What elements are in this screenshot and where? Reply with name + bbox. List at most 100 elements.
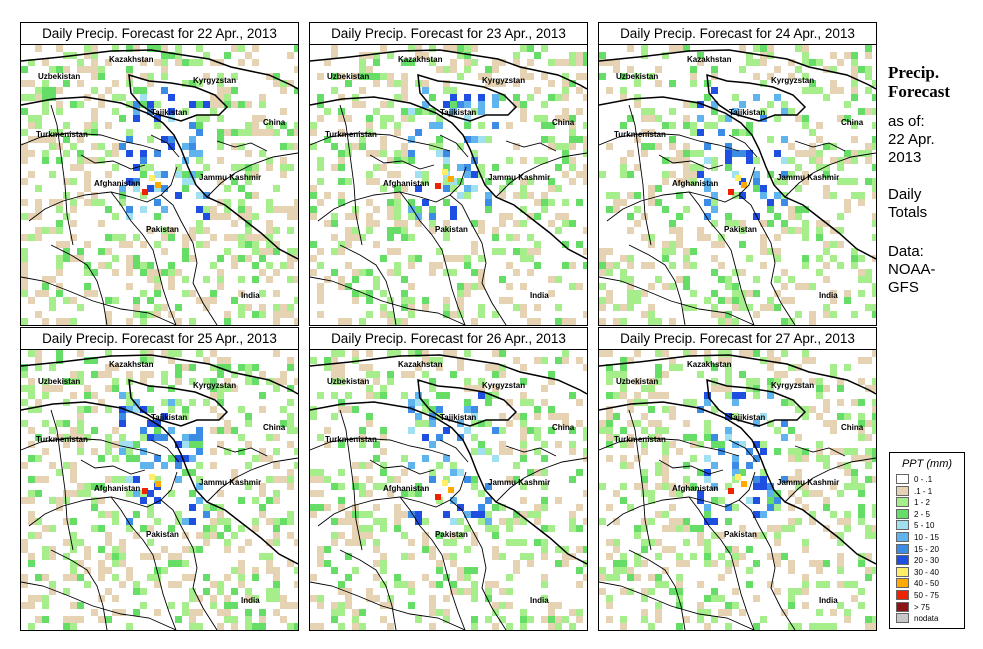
precip-cell (872, 80, 876, 87)
precip-cell (245, 483, 252, 490)
precip-cell (606, 539, 613, 546)
precip-cell (359, 532, 366, 539)
precip-cell (126, 518, 133, 525)
country-border (28, 471, 178, 527)
precip-cell (42, 378, 49, 385)
precip-cell (182, 185, 189, 192)
precip-cell (429, 546, 436, 553)
precip-cell (189, 609, 196, 616)
precip-cell (606, 392, 613, 399)
precip-cell (830, 609, 837, 616)
precip-cell (655, 616, 662, 623)
precip-cell (872, 283, 876, 290)
precip-cell (443, 539, 450, 546)
precip-cell (655, 469, 662, 476)
precip-cell (718, 234, 725, 241)
precip-cell (259, 511, 266, 518)
precip-cell (690, 525, 697, 532)
precip-cell (310, 469, 317, 476)
precip-cell (91, 129, 98, 136)
precip-cell (217, 441, 224, 448)
precip-cell (98, 73, 105, 80)
precip-cell (331, 87, 338, 94)
precip-cell (119, 406, 126, 413)
precip-cell (711, 385, 718, 392)
precip-cell (147, 385, 154, 392)
precip-cell (352, 539, 359, 546)
precip-cell (317, 178, 324, 185)
precip-cell (478, 73, 485, 80)
precip-cell (583, 518, 587, 525)
precip-cell (422, 574, 429, 581)
precip-cell (119, 115, 126, 122)
precip-cell (555, 94, 562, 101)
precip-cell (648, 623, 655, 630)
precip-cell (704, 213, 711, 220)
precip-cell (266, 220, 273, 227)
precip-cell (266, 241, 273, 248)
precip-cell (739, 392, 746, 399)
precip-cell (690, 164, 697, 171)
precip-cell (273, 241, 280, 248)
precip-cell (70, 532, 77, 539)
precip-cell (63, 553, 70, 560)
precip-cell (858, 399, 865, 406)
precip-cell (669, 504, 676, 511)
precip-cell (408, 59, 415, 66)
precip-cell (492, 101, 499, 108)
map-label-jammu-kashmir: Jammu Kashmir (199, 173, 261, 182)
precip-cell (872, 448, 876, 455)
precip-cell (583, 52, 587, 59)
precip-cell (273, 539, 280, 546)
precip-cell (781, 399, 788, 406)
precip-cell (224, 87, 231, 94)
precip-cell (77, 427, 84, 434)
precip-cell (830, 290, 837, 297)
precip-cell (161, 350, 168, 357)
precip-cell (105, 150, 112, 157)
precip-cell (576, 609, 583, 616)
precip-cell (210, 234, 217, 241)
precip-cell (133, 108, 140, 115)
precip-cell (704, 143, 711, 150)
precip-cell (478, 490, 485, 497)
precip-cell (634, 399, 641, 406)
precip-cell (338, 399, 345, 406)
precip-cell (408, 427, 415, 434)
precip-cell (676, 213, 683, 220)
precip-cell (112, 255, 119, 262)
precip-cell (548, 220, 555, 227)
precip-cell (422, 532, 429, 539)
precip-cell (310, 241, 317, 248)
precip-cell (147, 276, 154, 283)
precip-cell (718, 115, 725, 122)
precip-cell (119, 560, 126, 567)
precip-cell (168, 262, 175, 269)
country-border (599, 49, 876, 90)
precip-cell (77, 164, 84, 171)
precip-cell (506, 262, 513, 269)
precip-cell (520, 108, 527, 115)
precip-cell (259, 371, 266, 378)
precip-cell (401, 220, 408, 227)
precip-cell (844, 581, 851, 588)
precip-cell (774, 115, 781, 122)
precip-cell (252, 497, 259, 504)
precip-cell (655, 318, 662, 325)
precip-cell (429, 476, 436, 483)
precip-cell (63, 80, 70, 87)
precip-cell (443, 609, 450, 616)
precip-cell (732, 413, 739, 420)
precip-cell (802, 581, 809, 588)
precip-cell (331, 483, 338, 490)
precip-cell (443, 234, 450, 241)
precip-cell (252, 122, 259, 129)
precip-cell (520, 185, 527, 192)
precip-cell (655, 434, 662, 441)
precip-cell (310, 185, 317, 192)
precip-cell (224, 199, 231, 206)
precip-cell (781, 283, 788, 290)
precip-cell (823, 420, 830, 427)
precip-cell (837, 518, 844, 525)
precip-cell (541, 581, 548, 588)
